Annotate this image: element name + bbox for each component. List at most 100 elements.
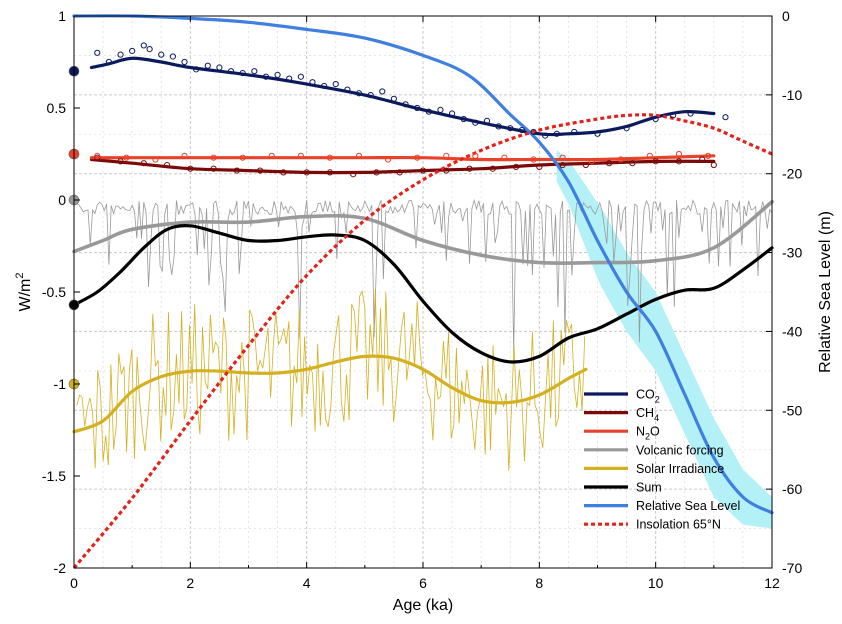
data-point (414, 104, 421, 112)
y-right-tick-label: -70 (782, 560, 802, 576)
y-left-tick-label: 0.5 (47, 100, 67, 116)
data-point (379, 88, 386, 95)
legend-label-suffix: O (650, 425, 660, 439)
y-right-tick-label: -30 (782, 245, 802, 261)
high-frequency-traces (73, 198, 773, 471)
data-point (530, 128, 537, 136)
data-point (507, 125, 514, 132)
y-right-tick-label: -60 (782, 481, 802, 497)
legend-label: Solar Irradiance (636, 462, 724, 476)
data-point (443, 167, 450, 174)
x-tick-label: 4 (303, 575, 311, 591)
data-point (402, 101, 409, 108)
data-point (210, 154, 217, 161)
legend-label-text: Sum (636, 481, 662, 495)
data-point (617, 156, 624, 163)
x-tick-label: 8 (535, 575, 543, 591)
legend-label: Insolation 65°N (636, 518, 721, 532)
data-point (594, 130, 601, 137)
data-point (326, 169, 334, 176)
data-point (553, 130, 560, 137)
data-point (699, 156, 706, 163)
data-point (94, 49, 101, 56)
data-point (181, 152, 188, 159)
data-point (687, 110, 694, 117)
data-point (193, 66, 200, 73)
data-point (94, 154, 101, 161)
data-points (68, 42, 729, 390)
x-axis-label: Age (ka) (393, 597, 453, 614)
y-right-tick-label: -50 (782, 402, 802, 418)
data-point (623, 125, 630, 132)
data-point (582, 161, 589, 169)
data-point (280, 169, 287, 176)
y-axis-left-label-text: W/m (17, 279, 34, 312)
data-point (396, 169, 403, 176)
y-left-tick-label: -1.5 (42, 468, 66, 484)
data-point (518, 126, 525, 134)
data-point (390, 95, 398, 102)
series-lines (72, 14, 774, 570)
data-point (443, 152, 450, 159)
data-point (367, 92, 374, 99)
legend-label: Volcanic forcing (636, 443, 724, 457)
data-point (123, 154, 130, 161)
data-point (309, 79, 316, 86)
data-point (251, 68, 258, 75)
series-line-sum (72, 223, 774, 364)
y-left-tick-label: -2 (54, 560, 67, 576)
data-point (606, 160, 613, 167)
data-point (227, 68, 235, 75)
data-point (94, 152, 101, 159)
data-point (303, 169, 310, 176)
data-point (710, 161, 717, 169)
data-point (512, 163, 520, 170)
data-point (373, 169, 380, 176)
data-point (559, 161, 566, 169)
data-point (571, 128, 578, 136)
data-point (460, 115, 467, 123)
data-point (140, 160, 147, 167)
data-point (588, 158, 595, 165)
x-tick-label: 12 (764, 575, 780, 591)
data-point (158, 51, 165, 58)
data-point (530, 156, 537, 163)
data-point (239, 69, 246, 77)
data-point (239, 154, 246, 161)
data-point (332, 80, 339, 88)
data-point (437, 106, 444, 113)
data-point (495, 123, 502, 130)
legend-label-text: Solar Irradiance (636, 462, 724, 476)
data-point (268, 152, 275, 159)
data-point (385, 156, 392, 163)
data-point (419, 167, 427, 174)
data-point (472, 119, 479, 126)
data-point (274, 71, 281, 78)
legend-label: CH4 (636, 406, 659, 423)
data-point (559, 154, 566, 161)
legend-label-subscript: 2 (645, 432, 650, 442)
data-point (466, 165, 473, 172)
series-line-solar-irradiance (72, 354, 588, 434)
legend-label-text: Insolation 65°N (636, 518, 721, 532)
data-point (448, 110, 456, 117)
sea-level-band (556, 150, 772, 529)
data-point (326, 154, 334, 161)
data-point (344, 86, 351, 93)
data-point (722, 114, 729, 121)
data-point (536, 163, 543, 170)
data-point (187, 165, 194, 172)
data-point (652, 158, 659, 165)
legend-label-text: Relative Sea Level (636, 499, 740, 513)
data-point (117, 51, 124, 58)
data-point (140, 42, 147, 49)
x-tick-label: 6 (419, 575, 427, 591)
solar-irradiance-raw-trace (76, 289, 586, 471)
data-point (262, 73, 270, 80)
y-axis-left-label-superscript: 2 (14, 273, 26, 279)
data-point (204, 62, 211, 69)
y-left-tick-label: 1 (58, 8, 66, 24)
data-point (629, 160, 636, 167)
